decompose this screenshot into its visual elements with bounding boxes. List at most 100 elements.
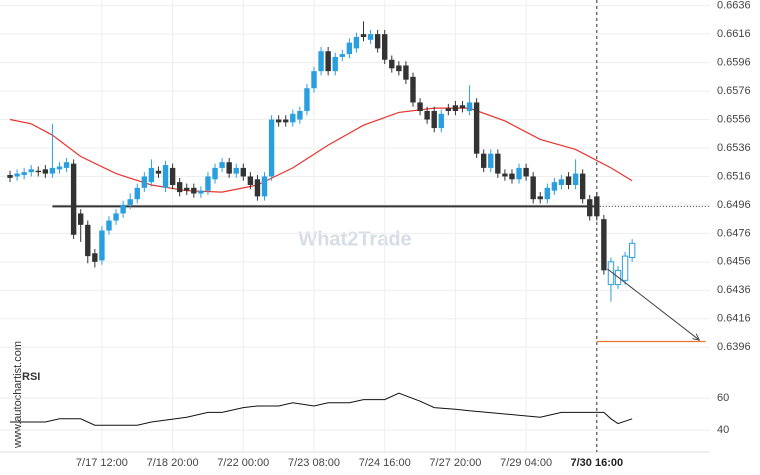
candle-body <box>360 34 367 37</box>
candle-body <box>587 199 593 217</box>
candle-body <box>35 170 41 173</box>
candle-body <box>410 76 416 103</box>
candle-body <box>311 71 317 89</box>
candle-body <box>488 153 494 168</box>
candle-body <box>452 105 459 111</box>
y-tick-label: 0.6616 <box>717 28 751 40</box>
candle-body <box>339 54 345 57</box>
candle-body <box>127 199 133 205</box>
watermark: What2Trade <box>298 228 411 250</box>
y-tick-label: 0.6456 <box>717 256 751 268</box>
candle-body <box>628 242 636 259</box>
y-tick-label: 0.6436 <box>717 284 751 296</box>
candle-body <box>226 162 232 174</box>
candle-body <box>495 153 501 174</box>
candle-body <box>530 176 536 200</box>
y-tick-label: 0.6596 <box>717 57 751 69</box>
candle-body <box>579 173 586 200</box>
x-tick-label: 7/27 20:00 <box>429 457 481 469</box>
candle-body <box>56 166 63 170</box>
candle-body <box>403 65 409 80</box>
candle-body <box>523 167 529 177</box>
candle-body <box>113 213 119 221</box>
candle-body <box>99 230 105 261</box>
y-tick-label: 0.6516 <box>717 170 751 182</box>
candle-body <box>283 119 289 123</box>
candle-body <box>78 213 84 225</box>
candle-body <box>85 224 91 257</box>
y-tick-label: 0.6416 <box>717 313 751 325</box>
x-tick-label: 7/17 12:00 <box>76 457 128 469</box>
candle-body <box>297 110 303 120</box>
candle-body <box>176 182 183 193</box>
candle-body <box>473 102 480 154</box>
x-tick-label: 7/30 16:00 <box>571 457 624 469</box>
candle-body <box>325 51 331 72</box>
candle-body <box>268 119 275 177</box>
candle-body <box>367 34 374 40</box>
candle-body <box>7 175 13 178</box>
candle-body <box>565 176 572 185</box>
candle-body <box>120 204 126 214</box>
candle-body <box>63 162 70 168</box>
candle-body <box>191 187 197 194</box>
candle-body <box>438 113 444 129</box>
x-tick-label: 7/23 08:00 <box>288 457 340 469</box>
candle-body <box>14 173 20 177</box>
candle-body <box>106 220 112 231</box>
candle-body <box>594 196 600 217</box>
candle-body <box>431 110 437 129</box>
candle-body <box>148 167 155 183</box>
candle-body <box>92 253 98 262</box>
candle-body <box>396 65 402 72</box>
candle-body <box>537 196 543 200</box>
candle-body <box>198 190 204 194</box>
credit: www.autochartist.com <box>12 341 24 449</box>
moving-average <box>9 107 633 193</box>
candle-body <box>275 119 282 123</box>
candle-body <box>445 108 452 111</box>
candle-body <box>544 187 551 200</box>
y-tick-label: 0.6496 <box>717 199 751 211</box>
candle-body <box>332 56 338 72</box>
y-tick-label: 0.6536 <box>717 142 751 154</box>
candle-body <box>290 113 296 123</box>
candle-body <box>601 219 607 271</box>
rsi-tick-label: 40 <box>717 424 729 436</box>
candle-body <box>502 173 508 177</box>
candle-body <box>424 110 430 120</box>
candle-body <box>558 179 565 185</box>
candle-body <box>389 59 395 69</box>
candle-body <box>240 167 247 177</box>
candle-body <box>233 167 239 174</box>
x-tick-label: 7/18 20:00 <box>147 457 199 469</box>
candle-body <box>134 187 140 200</box>
candle-body <box>212 167 218 180</box>
candle-body <box>247 176 254 185</box>
candle-body <box>509 173 515 180</box>
candle-body <box>205 176 211 191</box>
candle-body <box>219 162 225 168</box>
rsi-tick-label: 60 <box>717 392 729 404</box>
rsi-label: RSI <box>22 371 40 383</box>
y-tick-label: 0.6396 <box>717 341 751 353</box>
candle-body <box>155 170 162 174</box>
candle-body <box>374 34 381 49</box>
candle-body <box>70 163 77 235</box>
x-tick-label: 7/29 04:00 <box>500 457 552 469</box>
x-tick-label: 7/24 16:00 <box>359 457 411 469</box>
forecast-arrow <box>607 268 700 341</box>
candle-body <box>551 182 558 191</box>
candle-body <box>516 167 522 180</box>
candle-body <box>261 176 268 197</box>
y-tick-label: 0.6636 <box>717 0 751 12</box>
candle-body <box>353 36 360 49</box>
candle-body <box>318 51 324 72</box>
y-tick-label: 0.6556 <box>717 113 751 125</box>
candle-body <box>184 187 190 191</box>
candle-body <box>417 102 423 111</box>
y-tick-label: 0.6576 <box>717 85 751 97</box>
candle-body <box>42 169 49 174</box>
candle-body <box>254 179 261 197</box>
